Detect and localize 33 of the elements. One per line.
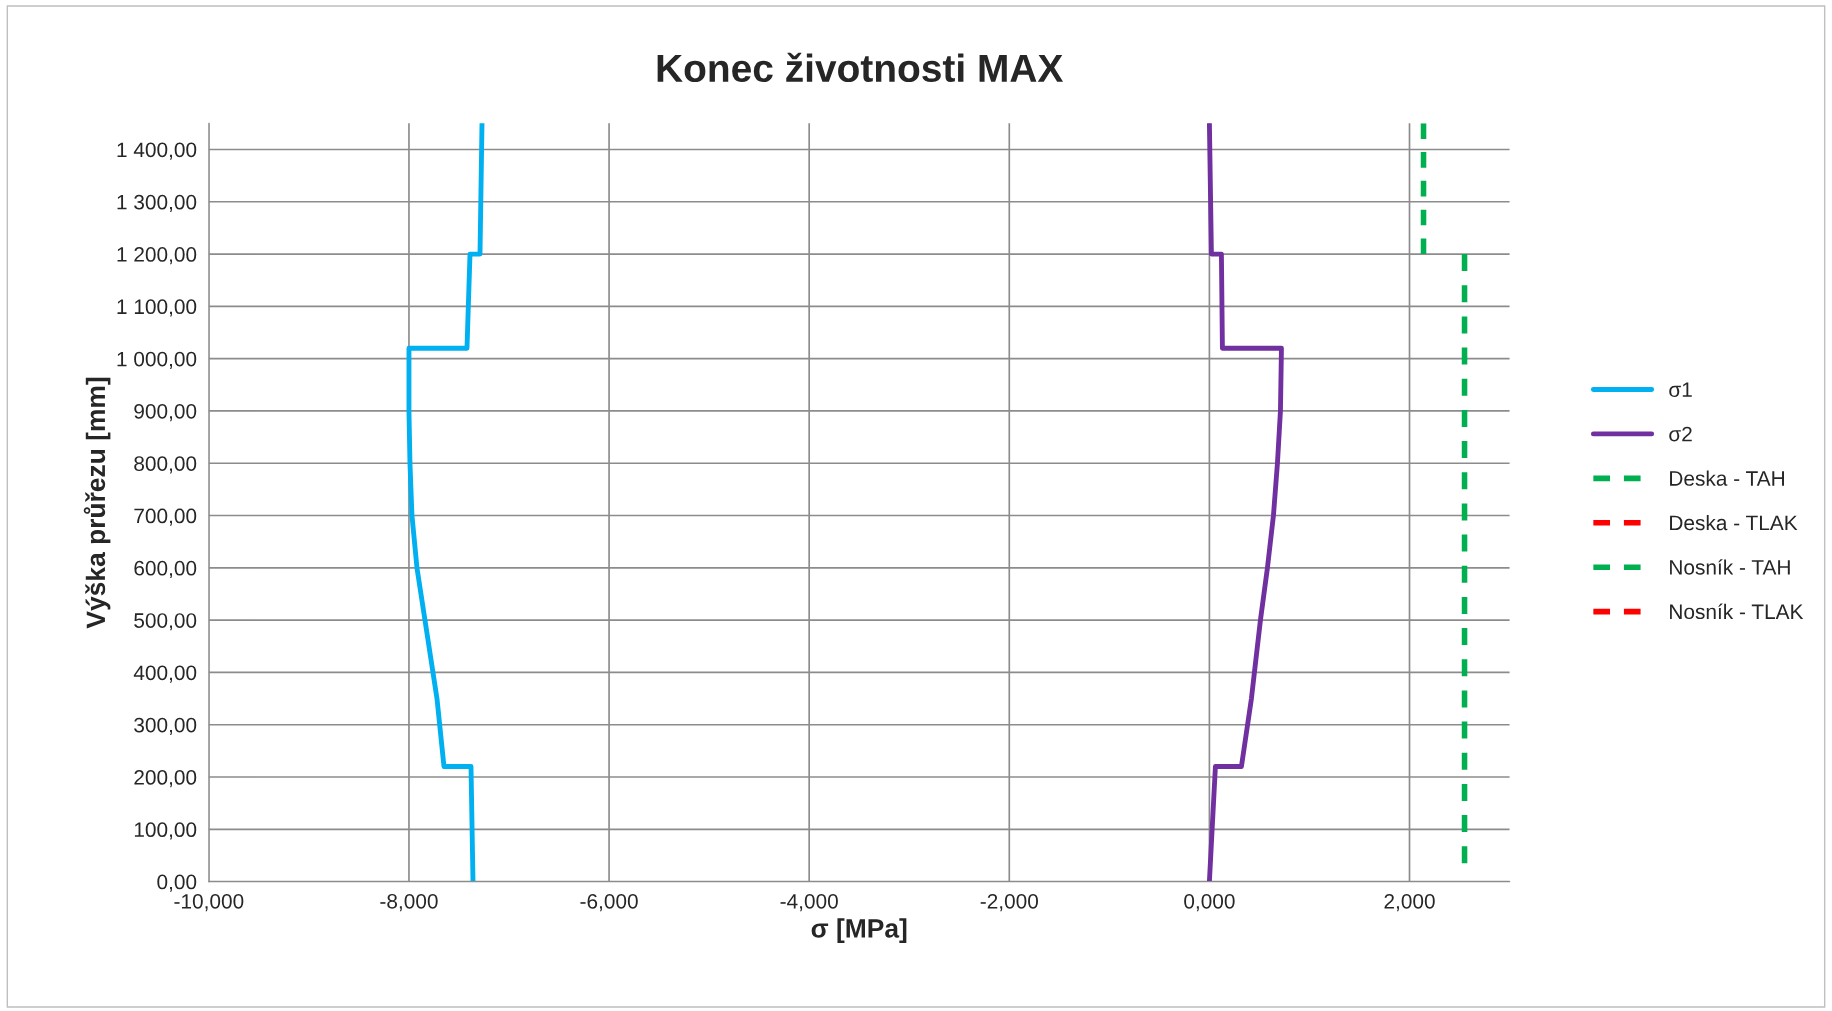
legend-label: Nosník - TLAK bbox=[1670, 603, 1804, 620]
x-axis-title: σ [MPa] bbox=[811, 918, 907, 943]
line-series bbox=[1206, 123, 1284, 882]
y-tick-label: 1 300,00 bbox=[117, 194, 197, 212]
y-tick-label: 0,00 bbox=[157, 874, 197, 892]
x-tick-label: -4,000 bbox=[780, 893, 838, 912]
legend-label: Deska - TLAK bbox=[1670, 514, 1798, 531]
y-tick-label: 500,00 bbox=[134, 613, 197, 631]
y-tick-label: 1 000,00 bbox=[117, 351, 197, 369]
y-tick-label: 700,00 bbox=[134, 508, 197, 526]
x-tick-label: -2,000 bbox=[980, 893, 1039, 912]
y-tick-label: 600,00 bbox=[134, 560, 197, 579]
y-tick-label: 1 200,00 bbox=[117, 247, 197, 265]
legend-label: Deska - TAH bbox=[1670, 470, 1784, 486]
y-tick-label: 200,00 bbox=[134, 770, 197, 788]
chart-title: Konec životnosti MAX bbox=[657, 52, 1064, 83]
y-tick-label: 900,00 bbox=[134, 403, 197, 422]
x-tick-label: 0,000 bbox=[1184, 893, 1235, 912]
y-tick-label: 800,00 bbox=[134, 456, 197, 474]
legend-label: Nosník - TAH bbox=[1670, 559, 1790, 575]
legend-label: σ2 bbox=[1669, 426, 1692, 442]
x-tick-label: -6,000 bbox=[580, 893, 638, 912]
y-tick-label: 1 400,00 bbox=[117, 142, 197, 160]
y-tick-label: 300,00 bbox=[134, 717, 197, 735]
y-tick-label: 400,00 bbox=[133, 665, 197, 683]
x-tick-label: -8,000 bbox=[380, 893, 438, 912]
y-tick-label: 100,00 bbox=[134, 822, 197, 840]
x-tick-label: 2,000 bbox=[1384, 893, 1435, 912]
x-tick-label: -10,000 bbox=[174, 893, 244, 912]
line-series bbox=[406, 123, 485, 882]
legend-label: σ1 bbox=[1669, 382, 1692, 398]
y-tick-label: 1 100,00 bbox=[117, 299, 197, 317]
y-axis-title: Výška průřezu [mm] bbox=[83, 377, 111, 629]
